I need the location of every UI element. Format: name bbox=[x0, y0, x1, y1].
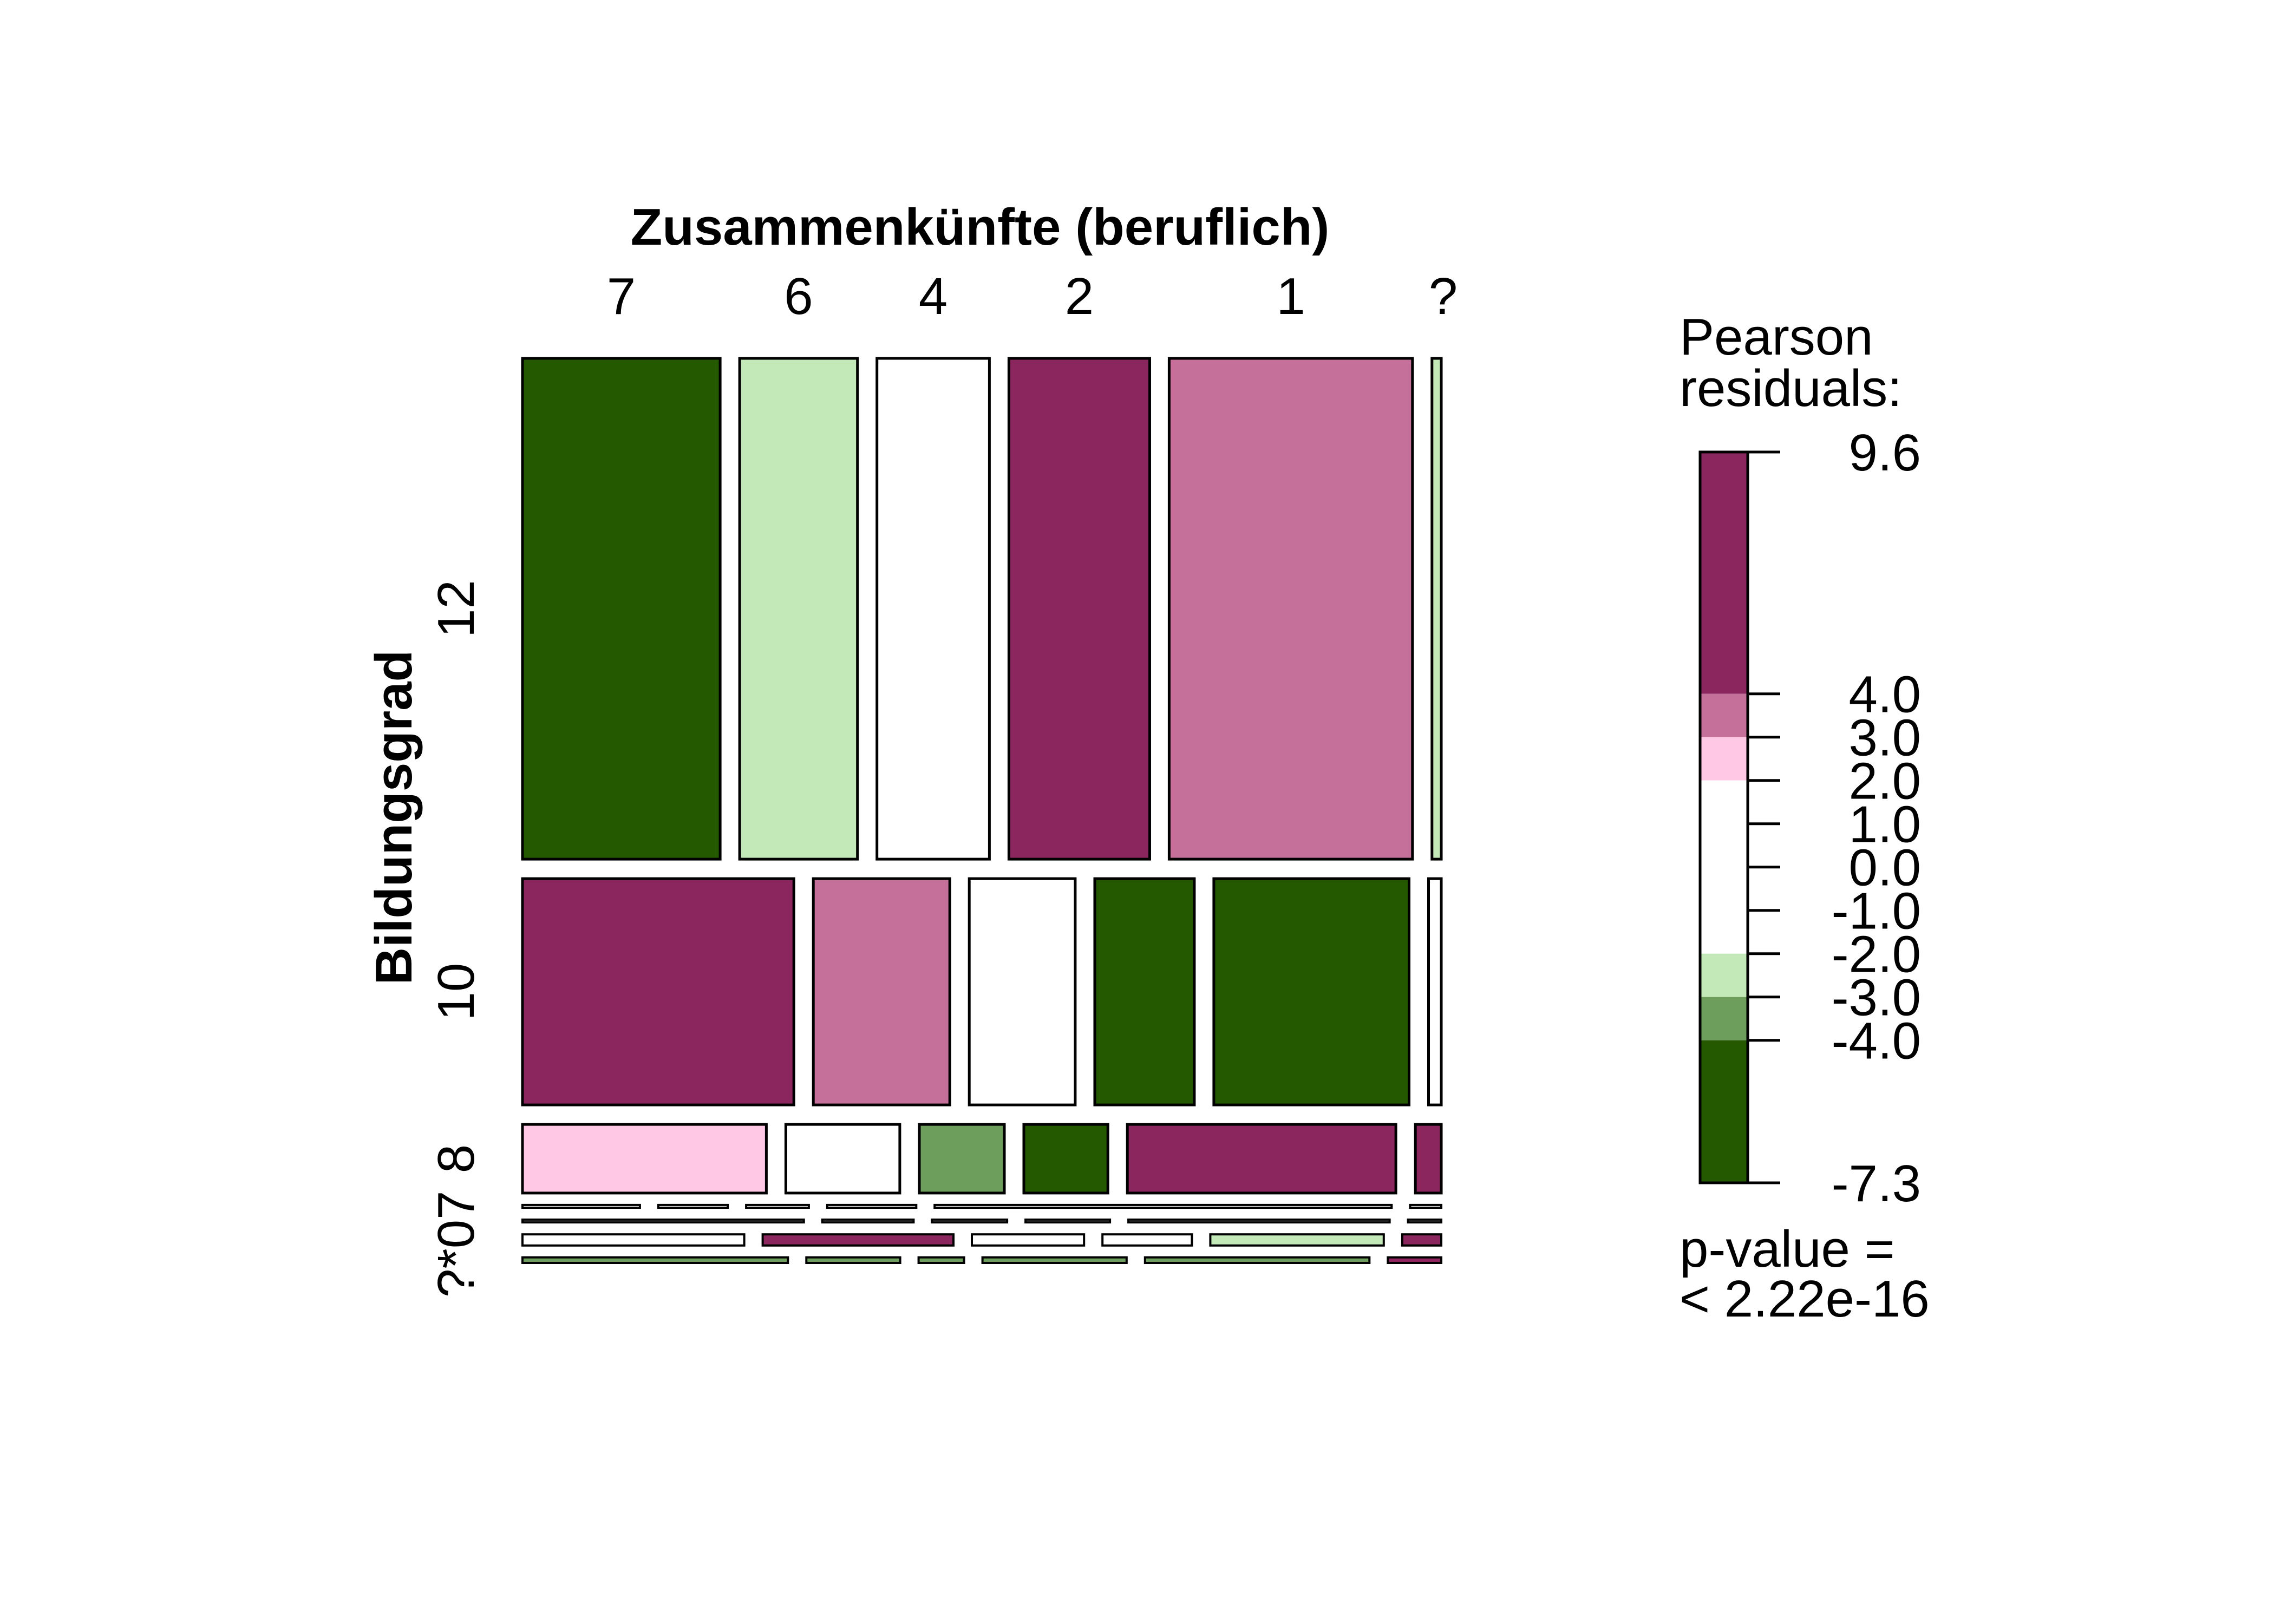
legend-band bbox=[1700, 910, 1748, 954]
tile-*-1 bbox=[1127, 1219, 1391, 1224]
y-tick-label: 10 bbox=[427, 963, 485, 1021]
tile-07-4 bbox=[745, 1203, 810, 1209]
legend-tick-label: 2.0 bbox=[1849, 752, 1921, 810]
y-tick-label: 12 bbox=[427, 580, 485, 638]
p-value-value: < 2.22e-16 bbox=[1680, 1270, 1930, 1328]
mosaic-tiles bbox=[521, 357, 1443, 1264]
legend-tick-label: -3.0 bbox=[1832, 969, 1921, 1027]
tile-*-7 bbox=[521, 1219, 805, 1224]
tile-07-1 bbox=[933, 1203, 1393, 1209]
x-tick-labels: 7 6 4 2 1? bbox=[607, 267, 1458, 325]
tile-?2-2 bbox=[981, 1256, 1128, 1264]
tile-07-2 bbox=[826, 1203, 918, 1209]
tile-*-6 bbox=[821, 1219, 915, 1224]
tile-8-? bbox=[1414, 1123, 1443, 1195]
y-tick-labels: 12 10 8 ?*07 bbox=[427, 580, 485, 1298]
legend-band bbox=[1700, 953, 1748, 997]
legend-tick-label: -4.0 bbox=[1832, 1012, 1921, 1070]
tile-10-1 bbox=[1212, 877, 1410, 1106]
y-tick-label: 8 bbox=[427, 1144, 485, 1173]
tile-07-7 bbox=[521, 1203, 641, 1209]
legend-tick-label: -1.0 bbox=[1832, 882, 1921, 940]
legend-band bbox=[1700, 997, 1748, 1040]
x-tick-label: 1 bbox=[1276, 267, 1305, 325]
legend-band bbox=[1700, 452, 1748, 694]
tile-12-2 bbox=[1007, 357, 1152, 861]
y-axis-title: Bildungsgrad bbox=[365, 650, 423, 985]
tile-?2-? bbox=[1387, 1256, 1443, 1264]
tile-8-2 bbox=[1022, 1123, 1109, 1195]
tile-?-? bbox=[1401, 1233, 1442, 1247]
tile-10-2 bbox=[1093, 877, 1196, 1106]
x-tick-label: 6 bbox=[784, 267, 813, 325]
legend-tick-label: 1.0 bbox=[1849, 796, 1921, 854]
tile-10-? bbox=[1427, 877, 1443, 1106]
y-tick-label: ?*07 bbox=[427, 1190, 485, 1298]
legend-tick-label: -2.0 bbox=[1832, 926, 1921, 984]
x-tick-label: 7 bbox=[607, 267, 636, 325]
tile-07-? bbox=[1409, 1203, 1442, 1209]
tile-10-7 bbox=[521, 877, 795, 1106]
legend-bar-frame bbox=[1698, 450, 1749, 1184]
tile-?-7 bbox=[521, 1233, 746, 1247]
tile-?2-1 bbox=[1143, 1256, 1371, 1264]
legend-band bbox=[1700, 693, 1748, 737]
legend-band bbox=[1700, 867, 1748, 911]
tile-8-4 bbox=[918, 1123, 1006, 1195]
legend-tick-label: 3.0 bbox=[1849, 709, 1921, 767]
tile-*-? bbox=[1407, 1219, 1443, 1224]
tile-12-7 bbox=[521, 357, 722, 861]
legend-band bbox=[1700, 737, 1748, 781]
x-axis-title: Zusammenkünfte (beruflich) bbox=[631, 198, 1330, 256]
tile-8-6 bbox=[784, 1123, 901, 1195]
legend-tick-label: 0.0 bbox=[1849, 839, 1921, 897]
tile-8-7 bbox=[521, 1123, 768, 1195]
tile-*-2 bbox=[1024, 1219, 1112, 1224]
legend-tick-label: 9.6 bbox=[1849, 424, 1921, 482]
legend-tick-labels: 9.6 4.03.02.01.00.0-1.0-2.0-3.0-4.0 -7.3 bbox=[1748, 424, 1921, 1213]
tile-*-4 bbox=[931, 1219, 1009, 1224]
tile-10-6 bbox=[812, 877, 951, 1106]
legend-tick-label: 4.0 bbox=[1849, 666, 1921, 724]
legend-title-line-1: Pearson bbox=[1680, 308, 1873, 366]
x-tick-label: 4 bbox=[919, 267, 948, 325]
tile-12-? bbox=[1430, 357, 1443, 861]
tile-12-4 bbox=[875, 357, 991, 861]
x-tick-label: ? bbox=[1429, 267, 1458, 325]
tile-07-6 bbox=[657, 1203, 729, 1209]
tile-?-4 bbox=[971, 1233, 1086, 1247]
legend-tick-label: -7.3 bbox=[1832, 1155, 1921, 1213]
legend-band bbox=[1700, 780, 1748, 824]
legend-band bbox=[1700, 823, 1748, 867]
legend-color-bar bbox=[1698, 450, 1749, 1184]
tile-?2-6 bbox=[805, 1256, 901, 1264]
tile-?-6 bbox=[761, 1233, 955, 1247]
x-tick-label: 2 bbox=[1065, 267, 1094, 325]
tile-?-1 bbox=[1209, 1233, 1385, 1247]
tile-?2-4 bbox=[917, 1256, 965, 1264]
legend-band bbox=[1700, 1040, 1748, 1183]
p-value-label: p-value = bbox=[1680, 1220, 1895, 1278]
legend-title-line-2: residuals: bbox=[1680, 359, 1902, 417]
legend: Pearson residuals: 9.6 4.03.02.01.00.0-1.… bbox=[1680, 308, 1930, 1328]
tile-?2-7 bbox=[521, 1256, 789, 1264]
tile-12-1 bbox=[1167, 357, 1414, 861]
tile-10-4 bbox=[968, 877, 1077, 1106]
tile-?-2 bbox=[1101, 1233, 1193, 1247]
tile-8-1 bbox=[1126, 1123, 1397, 1195]
tile-12-6 bbox=[738, 357, 859, 861]
